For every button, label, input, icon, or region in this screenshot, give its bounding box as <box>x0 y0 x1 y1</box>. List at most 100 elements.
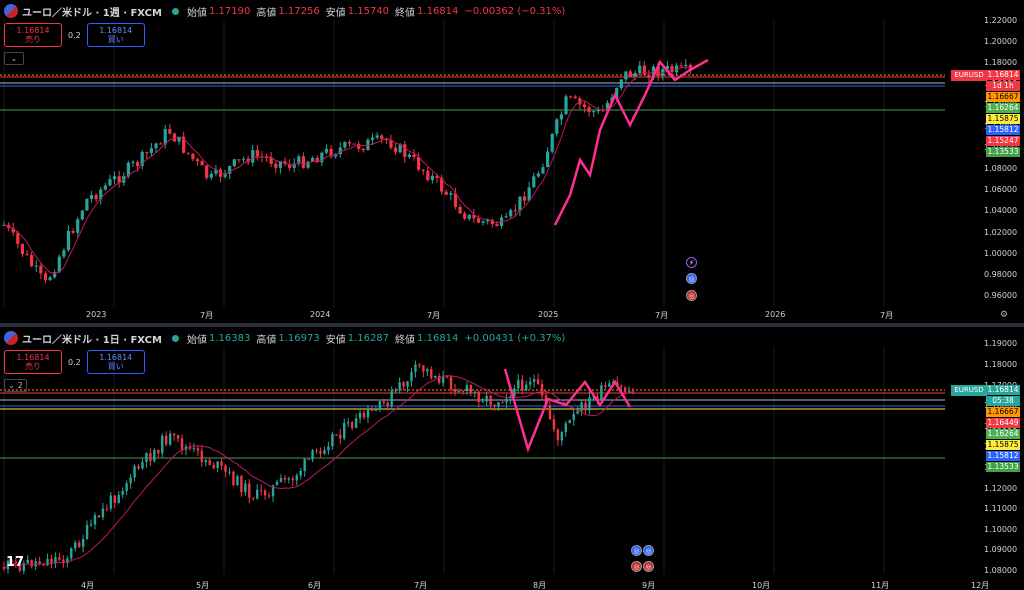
time-tick-label: 9月 <box>642 581 656 590</box>
price-tick-label: 1.04000 <box>984 206 1018 216</box>
time-tick-label: 11月 <box>871 581 890 590</box>
buy-label: 買い <box>107 35 124 44</box>
spread-value: 0.2 <box>68 30 81 40</box>
high-value: 1.16973 <box>278 332 320 344</box>
symbol-title[interactable]: ユーロ／米ドル · 1週 · FXCM <box>22 7 162 19</box>
lightning-event-icon[interactable]: ⚡ <box>686 257 697 268</box>
time-tick-label: 2025 <box>538 310 559 319</box>
price-level-tag: 1.16264 <box>986 429 1020 439</box>
price-level-tag: 1.15875 <box>986 440 1020 450</box>
price-level-tag: 1.16667 <box>986 92 1020 102</box>
high-label: 高値 <box>256 7 277 19</box>
change-value: −0.00362 (−0.31%) <box>464 5 566 17</box>
time-tick-label: 7月 <box>655 311 669 320</box>
price-level-tag: 1.15812 <box>986 125 1020 135</box>
bar-countdown: 05:38 <box>986 396 1020 406</box>
sell-price: 1.16814 <box>16 353 50 362</box>
price-tick-label: 1.08000 <box>984 565 1018 575</box>
symbol-price-tag: EURUSD <box>951 70 987 81</box>
price-level-tag: 1.16667 <box>986 407 1020 417</box>
weekly-chart-pane[interactable]: ユーロ／米ドル · 1週 · FXCM 始値 1.17190 高値 1.17256 … <box>0 0 1024 323</box>
price-tick-label: 1.10000 <box>984 524 1018 534</box>
price-tick-label: 1.09000 <box>984 545 1018 555</box>
time-tick-label: 7月 <box>414 581 428 590</box>
buy-price: 1.16814 <box>99 353 133 362</box>
price-tick-label: 1.22000 <box>984 15 1018 25</box>
price-tick-label: 1.18000 <box>984 359 1018 369</box>
collapse-indicators-button[interactable]: ⌄ 2 <box>4 379 27 392</box>
market-open-icon <box>171 334 179 342</box>
time-tick-label: 4月 <box>81 581 95 590</box>
price-level-tag: 1.16814 <box>986 385 1020 395</box>
price-level-tag: 1.16814 <box>986 70 1020 80</box>
low-value: 1.15740 <box>347 5 390 17</box>
price-level-tag: 1.15247 <box>986 136 1020 146</box>
chevron-down-icon: ⌄ <box>10 54 18 63</box>
price-tick-label: 0.96000 <box>984 291 1018 301</box>
spread-value: 0.2 <box>68 357 81 367</box>
buy-button[interactable]: 1.16814 買い <box>86 23 145 47</box>
sell-price: 1.16814 <box>16 26 50 35</box>
sell-label: 売り <box>25 362 41 371</box>
pane-separator[interactable] <box>0 323 1024 327</box>
weekly-chart-canvas[interactable] <box>0 0 1024 323</box>
price-tick-label: 1.00000 <box>984 248 1018 258</box>
time-tick-label: 7月 <box>427 311 441 320</box>
indicator-count: 2 <box>17 381 23 390</box>
price-tick-label: 1.06000 <box>984 185 1018 195</box>
time-tick-label: 7月 <box>200 311 214 320</box>
time-tick-label: 5月 <box>196 581 210 590</box>
sell-label: 売り <box>25 35 41 44</box>
low-label: 安値 <box>325 334 346 346</box>
us-event-icon[interactable]: ◎ <box>686 290 697 301</box>
change-value: +0.00431 (+0.37%) <box>464 332 566 344</box>
us-event-icon[interactable]: ◎ <box>643 561 654 572</box>
price-level-tag: 1.13533 <box>986 462 1020 472</box>
close-value: 1.16814 <box>417 5 459 17</box>
time-tick-label: 2023 <box>86 310 107 319</box>
trade-panel: 1.16814 売り 0.2 1.16814 買い <box>4 350 145 374</box>
price-tick-label: 1.12000 <box>984 483 1018 493</box>
time-tick-label: 8月 <box>533 581 547 590</box>
high-label: 高値 <box>256 334 277 346</box>
close-label: 終値 <box>395 7 416 19</box>
collapse-indicators-button[interactable]: ⌄ <box>4 52 24 65</box>
settings-gear-icon[interactable]: ⚙ <box>1000 310 1009 320</box>
high-value: 1.17256 <box>278 5 320 17</box>
price-level-tag: 1.16264 <box>986 103 1020 113</box>
price-tick-label: 1.08000 <box>984 163 1018 173</box>
sell-button[interactable]: 1.16814 売り <box>4 23 62 47</box>
time-tick-label: 12月 <box>971 581 990 590</box>
buy-button[interactable]: 1.16814 買い <box>86 350 145 374</box>
close-label: 終値 <box>395 334 416 346</box>
price-tick-label: 1.02000 <box>984 227 1018 237</box>
buy-price: 1.16814 <box>99 26 133 35</box>
time-tick-label: 7月 <box>880 311 894 320</box>
price-level-tag: 1.15812 <box>986 451 1020 461</box>
eur-usd-flag-icon <box>4 331 18 345</box>
open-value: 1.17190 <box>208 5 251 17</box>
tradingview-logo-icon[interactable]: 17 <box>6 555 25 570</box>
symbol-price-tag: EURUSD <box>951 385 987 396</box>
daily-chart-pane[interactable]: ユーロ／米ドル · 1日 · FXCM 始値 1.16383 高値 1.16973 … <box>0 327 1024 590</box>
price-tick-label: 1.11000 <box>984 504 1018 514</box>
price-tick-label: 1.18000 <box>984 57 1018 67</box>
chevron-down-icon: ⌄ <box>8 381 15 390</box>
open-label: 始値 <box>186 7 207 19</box>
price-tick-label: 1.20000 <box>984 36 1018 46</box>
market-open-icon <box>171 7 179 15</box>
price-level-tag: 1.15875 <box>986 114 1020 124</box>
time-tick-label: 2024 <box>310 310 331 319</box>
daily-chart-canvas[interactable] <box>0 327 1024 590</box>
us-event-icon[interactable]: ◎ <box>631 561 642 572</box>
eu-event-icon[interactable]: ◎ <box>643 545 654 556</box>
time-tick-label: 10月 <box>752 581 771 590</box>
sell-button[interactable]: 1.16814 売り <box>4 350 62 374</box>
eu-event-icon[interactable]: ◎ <box>686 273 697 284</box>
daily-chart-header: ユーロ／米ドル · 1日 · FXCM 始値 1.16383 高値 1.16973 … <box>4 330 571 346</box>
eu-event-icon[interactable]: ◎ <box>631 545 642 556</box>
buy-label: 買い <box>107 362 124 371</box>
bar-countdown: 1d 1h <box>986 81 1020 91</box>
symbol-title[interactable]: ユーロ／米ドル · 1日 · FXCM <box>22 334 162 346</box>
time-tick-label: 2026 <box>765 310 786 319</box>
